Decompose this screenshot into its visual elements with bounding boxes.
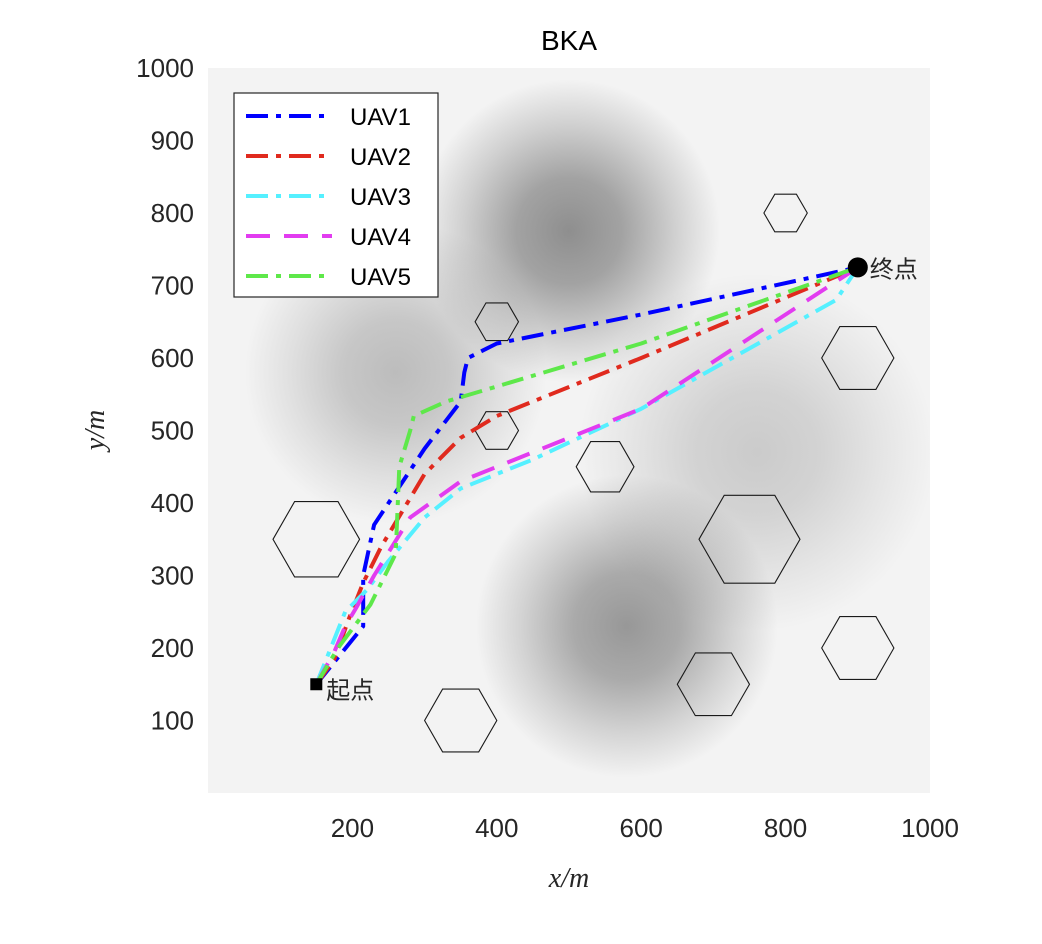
y-tick-label: 200 (151, 633, 194, 663)
y-tick-label: 900 (151, 126, 194, 156)
series-line-uav3 (314, 266, 860, 686)
y-tick-label: 1000 (136, 53, 194, 83)
obstacle-hexagon (474, 302, 520, 342)
x-axis-ticks: 200 400 600 800 1000 (331, 813, 959, 843)
obstacle-hexagon (763, 193, 808, 233)
obstacle-hexagon (676, 652, 751, 717)
y-axis-label: y/m (80, 410, 111, 453)
y-tick-label: 400 (151, 488, 194, 518)
legend-label-uav5: UAV5 (350, 264, 411, 291)
legend: UAV1 UAV2 UAV3 UAV4 UAV5 (233, 92, 439, 298)
x-tick-label: 600 (620, 813, 663, 843)
end-label: 终点 (870, 255, 918, 283)
y-tick-label: 700 (151, 271, 194, 301)
x-tick-label: 400 (475, 813, 518, 843)
y-tick-label: 500 (151, 416, 194, 446)
start-label: 起点 (326, 676, 374, 704)
start-marker (310, 678, 323, 691)
y-tick-label: 600 (151, 343, 194, 373)
series-line-uav4 (314, 265, 859, 686)
terrain-peak (578, 273, 930, 632)
obstacle-hexagon (272, 501, 361, 578)
marker-layer: 起点 终点 (310, 255, 918, 704)
y-axis-ticks: 100 200 300 400 500 600 700 800 900 1000 (136, 53, 194, 736)
legend-label-uav4: UAV4 (350, 224, 411, 251)
chart-title: BKA (541, 25, 597, 56)
y-tick-label: 100 (151, 706, 194, 736)
x-tick-label: 800 (764, 813, 807, 843)
end-marker (847, 257, 868, 278)
legend-label-uav2: UAV2 (350, 144, 411, 171)
obstacle-hexagon (821, 326, 895, 390)
obstacle-hexagon (821, 616, 895, 680)
series-layer (314, 265, 860, 686)
obstacle-layer (272, 193, 895, 753)
obstacle-hexagon (698, 494, 801, 584)
y-tick-label: 800 (151, 198, 194, 228)
obstacle-hexagon (575, 441, 635, 493)
x-axis-label: x/m (548, 863, 589, 894)
x-tick-label: 200 (331, 813, 374, 843)
x-tick-label: 1000 (901, 813, 959, 843)
obstacle-hexagon (423, 688, 498, 753)
y-tick-label: 300 (151, 561, 194, 591)
terrain-background (244, 79, 930, 778)
legend-label-uav3: UAV3 (350, 184, 411, 211)
series-line-uav5 (314, 265, 859, 686)
legend-label-uav1: UAV1 (350, 104, 411, 131)
